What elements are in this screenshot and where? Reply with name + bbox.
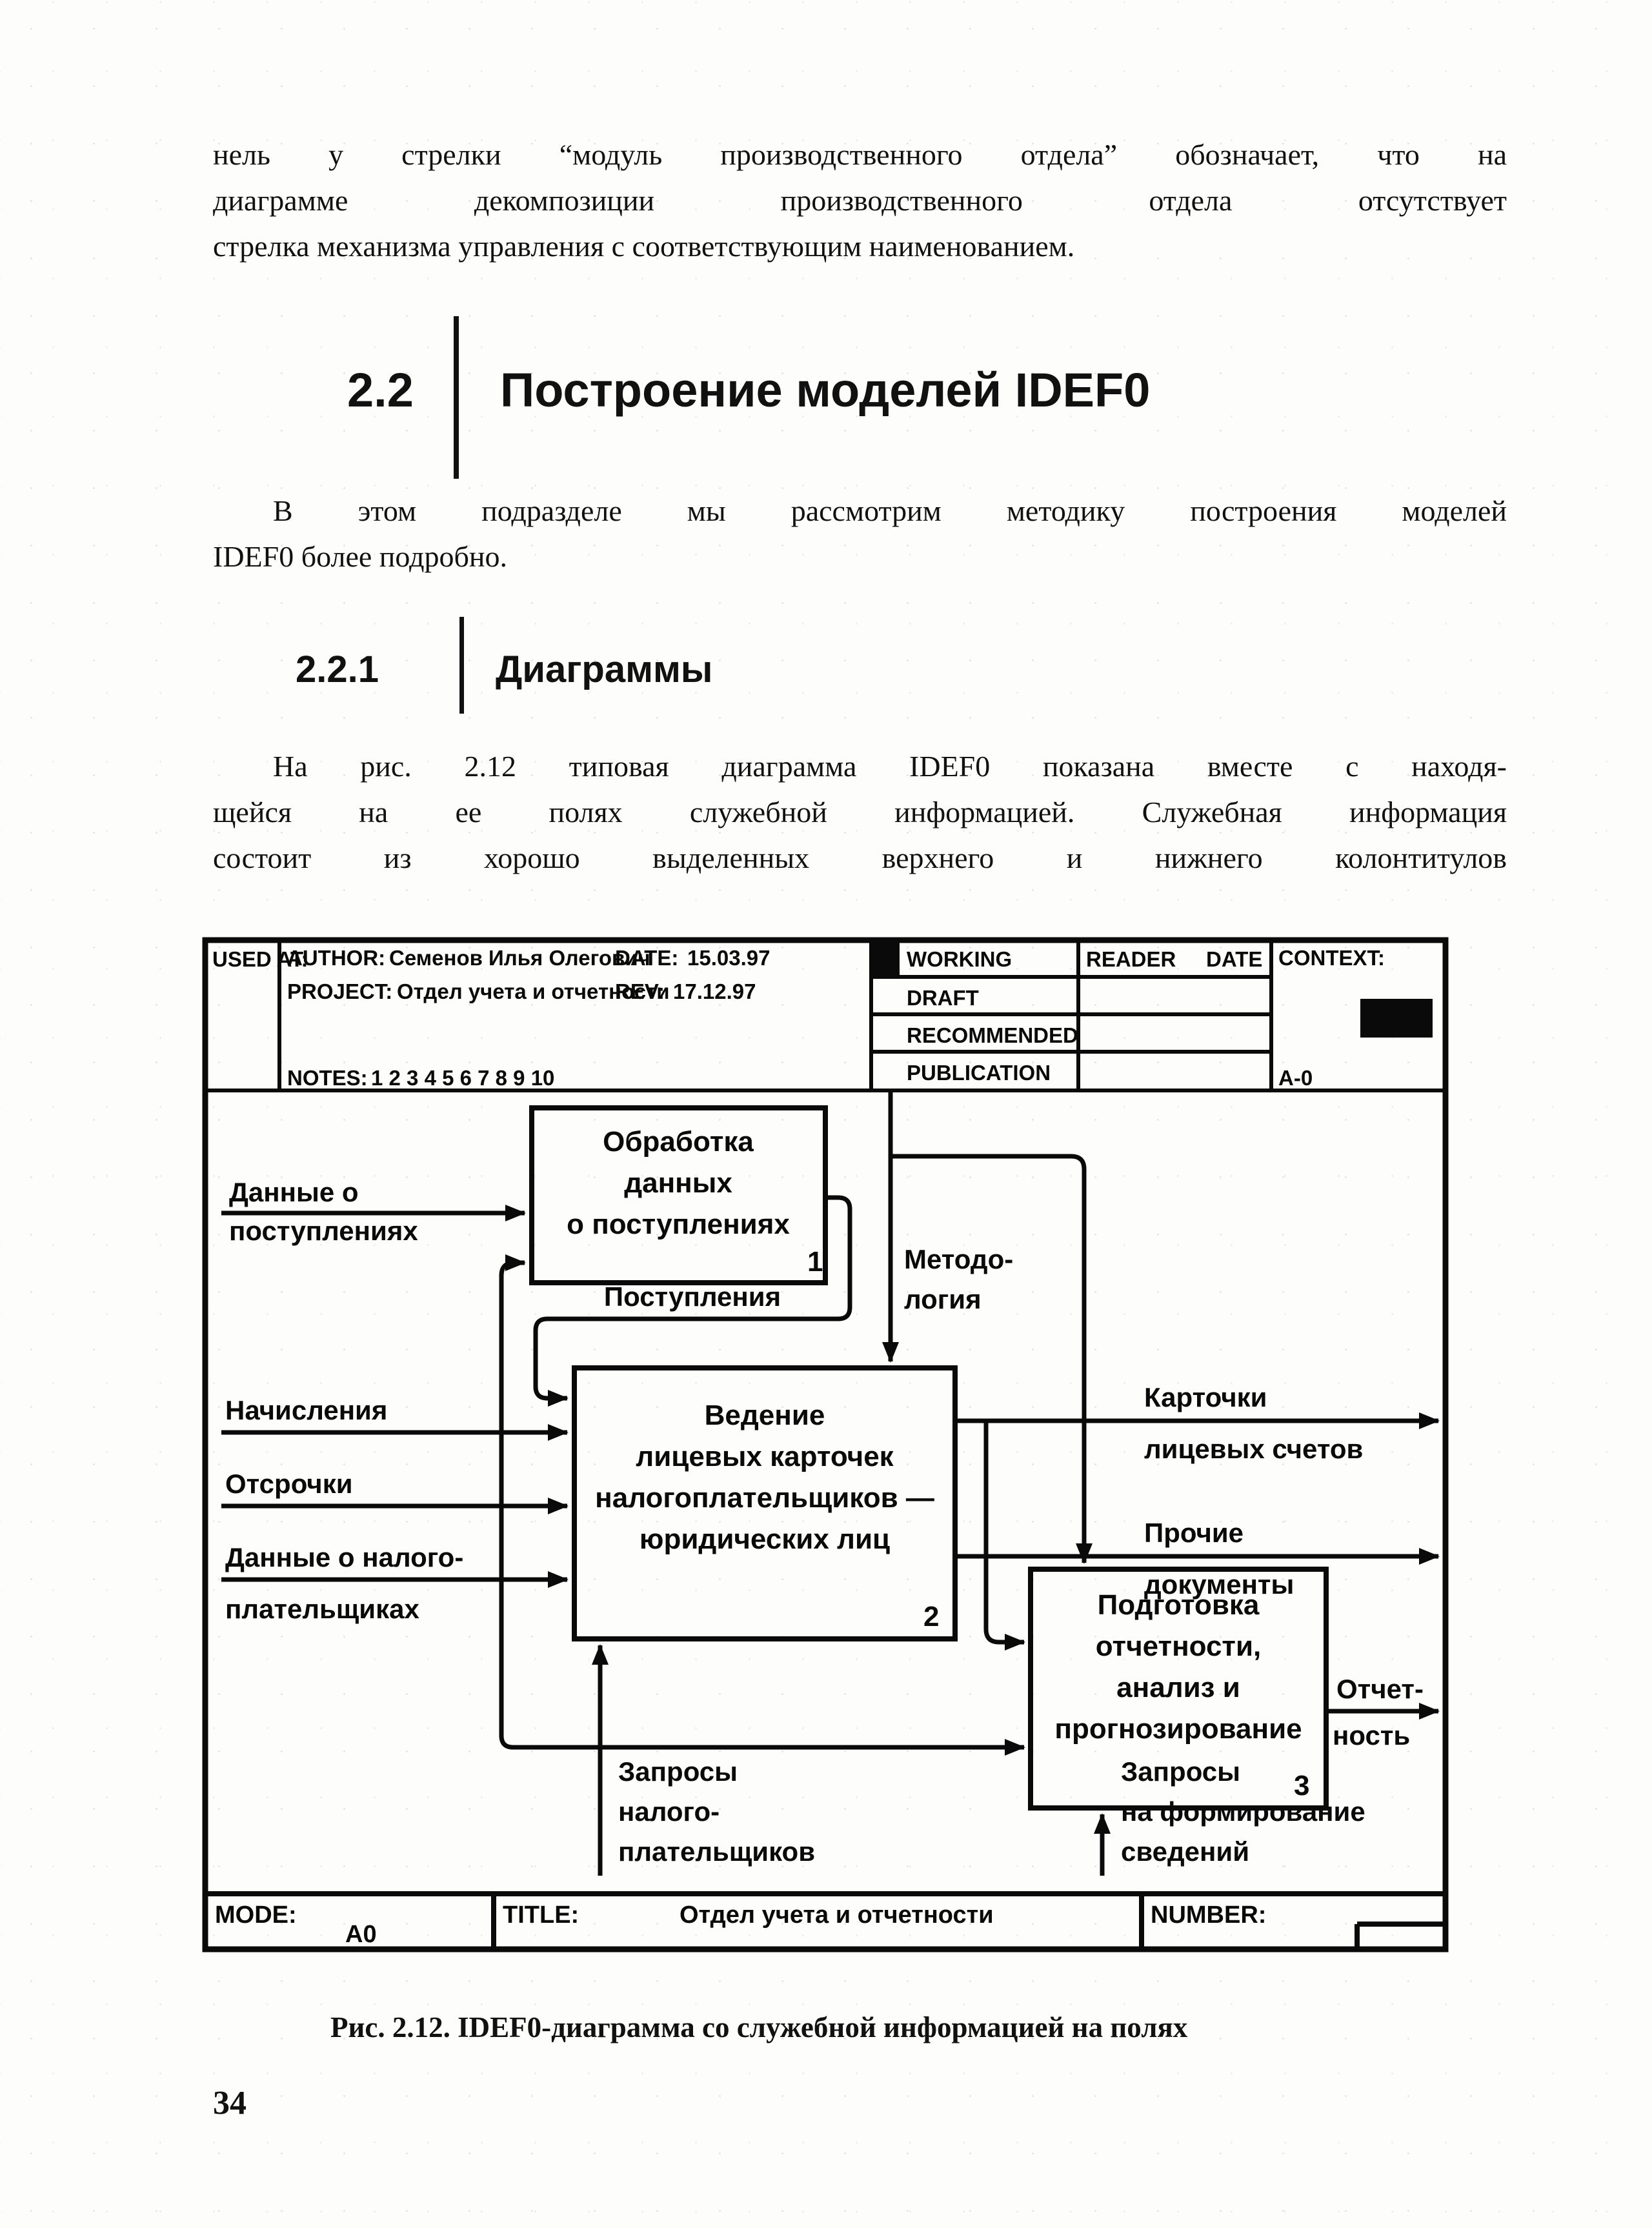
notes-label: NOTES: bbox=[287, 1066, 368, 1090]
subsection-heading: 2.2.1 Диаграммы bbox=[0, 617, 1652, 723]
label-otchetnost-1: Отчет- bbox=[1336, 1674, 1424, 1704]
notes-value: 1 2 3 4 5 6 7 8 9 10 bbox=[371, 1066, 554, 1090]
label-metodologiya-2: логия bbox=[904, 1284, 982, 1314]
date-label: DATE: bbox=[615, 946, 678, 970]
label-postup-data-2: поступлениях bbox=[229, 1216, 418, 1246]
label-nachisleniya: Начисления bbox=[225, 1395, 387, 1425]
reader-date-label: DATE bbox=[1206, 947, 1262, 971]
label-otchetnost-2: ность bbox=[1333, 1720, 1410, 1751]
context-label: CONTEXT: bbox=[1278, 946, 1385, 970]
status-publication: PUBLICATION bbox=[907, 1061, 1051, 1085]
box3-text-line2: отчетности, bbox=[1096, 1631, 1261, 1662]
paragraph-1-line-2: диаграмме декомпозиции производственного… bbox=[213, 184, 1507, 217]
section-heading: 2.2 Построение моделей IDEF0 bbox=[0, 316, 1652, 488]
box2-text-line1: Ведение bbox=[705, 1400, 825, 1431]
status-draft: DRAFT bbox=[907, 986, 979, 1010]
paragraph-2-line-1: В этом подразделе мы рассмотрим методику… bbox=[273, 494, 1507, 527]
activity-box-2 bbox=[572, 1365, 958, 1641]
context-node-id: A-0 bbox=[1278, 1066, 1313, 1090]
heading-divider-bar bbox=[454, 316, 459, 479]
section-title: Построение моделей IDEF0 bbox=[500, 363, 1151, 417]
label-otsrochki: Отсрочки bbox=[225, 1469, 353, 1499]
used-at-label: USED AT: bbox=[212, 947, 308, 971]
figure-caption: Рис. 2.12. IDEF0-диаграмма со служебной … bbox=[330, 2011, 1188, 2043]
rev-label: REV: bbox=[615, 979, 665, 1003]
footer-grid bbox=[205, 1891, 1446, 1949]
paragraph-1: нель у стрелки “модуль производственного… bbox=[213, 132, 1507, 269]
label-postupleniya: Поступления bbox=[604, 1281, 781, 1312]
label-zaprosy-nalog-3: плательщиков bbox=[618, 1836, 815, 1867]
author-value: Семенов Илья Олегович bbox=[389, 946, 650, 970]
mode-value: A0 bbox=[345, 1921, 377, 1948]
arrow-kartochki-branch-box3 bbox=[983, 1421, 1025, 1651]
box1-text-line1: Обработка bbox=[603, 1126, 754, 1158]
label-zaprosy-nalog-2: налого- bbox=[618, 1796, 720, 1827]
subheading-divider-bar bbox=[459, 617, 464, 714]
section-number: 2.2 bbox=[347, 363, 414, 417]
arrow-metodologiya-branch-box3 bbox=[891, 1154, 1093, 1564]
subsection-title: Диаграммы bbox=[496, 648, 713, 690]
working-corner-black-square bbox=[872, 943, 900, 975]
project-value: Отдел учета и отчетности bbox=[397, 979, 670, 1003]
paragraph-1-line-3: стрелка механизма управления с соответст… bbox=[213, 230, 1075, 263]
box3-text-line3: анализ и bbox=[1116, 1672, 1240, 1703]
activity-box-3 bbox=[1028, 1567, 1329, 1811]
label-prochie-1: Прочие bbox=[1144, 1518, 1244, 1548]
title-value: Отдел учета и отчетности bbox=[680, 1902, 994, 1929]
status-recommended: RECOMMENDED bbox=[907, 1023, 1078, 1047]
label-zaprosy-sved-2: на формирование bbox=[1121, 1796, 1365, 1827]
box3-text-line1: Подготовка bbox=[1098, 1589, 1260, 1621]
label-kartochki-1: Карточки bbox=[1144, 1382, 1267, 1412]
label-nalog-data-2: плательщиках bbox=[225, 1594, 419, 1624]
arrow-zaprosy-fork-box1 bbox=[499, 1254, 600, 1750]
number-label: NUMBER: bbox=[1151, 1902, 1266, 1929]
header-grid bbox=[205, 940, 1446, 1092]
paragraph-3-line-2: щейся на ее полях служебной информацией.… bbox=[213, 796, 1507, 828]
label-metodologiya-1: Методо- bbox=[904, 1244, 1013, 1274]
label-nalog-data-1: Данные о налого- bbox=[225, 1542, 463, 1572]
title-label: TITLE: bbox=[503, 1902, 579, 1929]
box2-number: 2 bbox=[923, 1601, 939, 1632]
box1-number: 1 bbox=[807, 1246, 823, 1278]
box3-number: 3 bbox=[1294, 1770, 1309, 1801]
box2-text-line2: лицевых карточек bbox=[636, 1441, 894, 1472]
reader-label: READER bbox=[1086, 947, 1176, 971]
date-value: 15.03.97 bbox=[687, 946, 770, 970]
author-label: AUTHOR: bbox=[287, 946, 385, 970]
rev-value: 17.12.97 bbox=[673, 979, 756, 1003]
box3-text-line4: прогнозирование bbox=[1054, 1713, 1302, 1745]
label-kartochki-2: лицевых счетов bbox=[1144, 1434, 1363, 1464]
project-label: PROJECT: bbox=[287, 979, 392, 1003]
diagram-frame bbox=[202, 937, 1449, 1952]
box1-text-line3: о поступлениях bbox=[567, 1209, 790, 1240]
context-node-black-box bbox=[1360, 999, 1433, 1038]
paragraph-3-line-1: На рис. 2.12 типовая диаграмма IDEF0 пок… bbox=[273, 750, 1507, 783]
label-prochie-2: документы bbox=[1144, 1569, 1294, 1600]
label-zaprosy-nalog-1: Запросы bbox=[618, 1756, 738, 1787]
box2-text-line4: юридических лиц bbox=[640, 1523, 890, 1555]
label-zaprosy-sved-1: Запросы bbox=[1121, 1756, 1240, 1787]
paragraph-3-line-3: состоит из хорошо выделенных верхнего и … bbox=[213, 841, 1507, 874]
paragraph-3: На рис. 2.12 типовая диаграмма IDEF0 пок… bbox=[213, 743, 1507, 881]
paragraph-2: В этом подразделе мы рассмотрим методику… bbox=[213, 488, 1507, 579]
paragraph-2-line-2: IDEF0 более подробно. bbox=[213, 540, 508, 573]
page-number: 34 bbox=[213, 2085, 247, 2122]
label-zaprosy-sved-3: сведений bbox=[1121, 1836, 1249, 1867]
subsection-number: 2.2.1 bbox=[296, 648, 379, 690]
box1-text-line2: данных bbox=[624, 1167, 732, 1199]
label-postup-data-1: Данные о bbox=[229, 1177, 359, 1207]
status-working: WORKING bbox=[907, 947, 1012, 971]
paragraph-1-line-1: нель у стрелки “модуль производственного… bbox=[213, 138, 1507, 171]
box2-text-line3: налогоплательщиков — bbox=[595, 1482, 934, 1514]
arrow-postupleniya-loop bbox=[533, 1195, 852, 1407]
mode-label: MODE: bbox=[215, 1902, 297, 1929]
idef0-diagram: USED AT: AUTHOR: Семенов Илья Олегович D… bbox=[202, 937, 1449, 1952]
